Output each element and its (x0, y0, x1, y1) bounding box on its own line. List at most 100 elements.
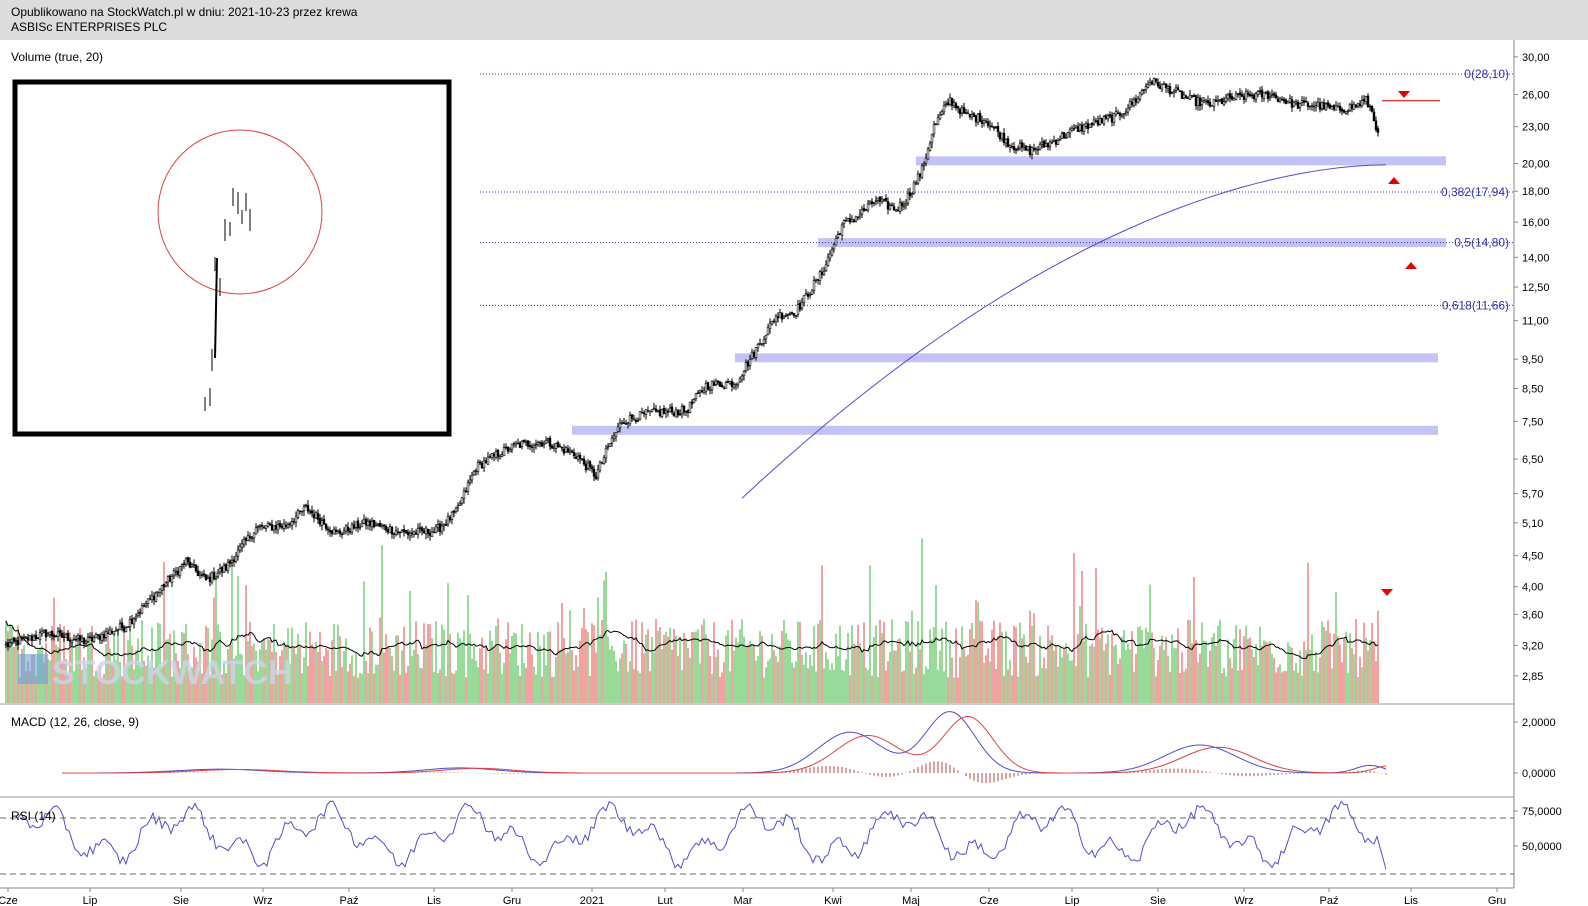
candle-body (602, 457, 606, 464)
candle-body (616, 426, 620, 432)
x-tick-label: Wrz (253, 895, 272, 906)
volume-bar (841, 669, 843, 703)
candle-body (614, 432, 618, 438)
volume-bar (815, 671, 817, 703)
volume-bar (293, 646, 295, 703)
x-tick-label: Paź (1320, 895, 1339, 906)
candle-body (694, 393, 698, 399)
volume-bar (865, 667, 867, 703)
volume-bar (165, 639, 167, 703)
candle-body (420, 527, 424, 532)
candle-body (1084, 122, 1088, 127)
volume-bar (1183, 671, 1185, 703)
candle-body (1064, 137, 1068, 139)
candle-body (1206, 100, 1210, 104)
candle-body (488, 456, 492, 458)
y-tick-label: 20,00 (1522, 158, 1550, 170)
candle-body (1168, 86, 1172, 95)
candle-body (158, 588, 162, 593)
volume-bar (611, 645, 613, 703)
candle-body (1018, 142, 1022, 149)
candle-body (508, 449, 512, 453)
candle-body (542, 442, 546, 445)
candle-body (766, 327, 770, 335)
candle-body (804, 293, 808, 296)
volume-bar (1337, 636, 1339, 703)
volume-bar (881, 632, 883, 703)
candle-body (1052, 140, 1056, 142)
volume-bar (57, 647, 59, 703)
volume-bar (629, 661, 631, 703)
candle-body (368, 520, 372, 526)
volume-bar (1071, 660, 1073, 703)
volume-bar (709, 656, 711, 703)
volume-bar (1225, 676, 1227, 703)
candle-body (1170, 91, 1174, 94)
candle-body (122, 627, 126, 632)
candle-body (320, 520, 324, 526)
volume-bar (1189, 620, 1191, 703)
volume-bar (51, 625, 53, 703)
candle-body (1094, 120, 1098, 123)
candle-body (322, 518, 326, 525)
volume-bar (1325, 631, 1327, 703)
candle-body (344, 525, 348, 532)
volume-bar (927, 668, 929, 703)
candle-body (938, 114, 942, 120)
volume-bar (455, 670, 457, 703)
candle-body (824, 264, 828, 271)
volume-bar (923, 674, 925, 703)
volume-bar (1187, 619, 1189, 703)
volume-bar (529, 632, 531, 703)
candle-body (188, 561, 192, 568)
candle-body (1258, 90, 1262, 92)
volume-bar (1301, 675, 1303, 703)
volume-bar (151, 627, 153, 703)
candle-body (1320, 102, 1324, 109)
candle-body (414, 532, 418, 535)
candle-body (974, 115, 978, 123)
candle-body (822, 271, 826, 275)
candle-body (304, 504, 308, 507)
candle-body (18, 637, 22, 645)
candle-body (518, 442, 522, 448)
y-tick-label: 3,60 (1522, 609, 1543, 621)
volume-bar (109, 648, 111, 703)
candle-body (1300, 100, 1304, 103)
volume-bar (931, 639, 933, 703)
volume-bar (385, 633, 387, 703)
candle-body (62, 636, 66, 638)
x-tick-label: Sie (1150, 895, 1166, 906)
volume-bar (623, 640, 625, 703)
volume-bar (5, 620, 7, 703)
volume-bar (1105, 643, 1107, 703)
candle-body (656, 410, 660, 412)
volume-bar (379, 617, 381, 703)
candle-body (52, 634, 56, 638)
volume-bar (1055, 645, 1057, 703)
volume-bar (1357, 676, 1359, 703)
candle-body (310, 510, 314, 514)
volume-bar (93, 675, 95, 703)
volume-bar (1339, 644, 1341, 703)
volume-bar (833, 669, 835, 703)
volume-bar (679, 636, 681, 703)
candle-body (662, 407, 666, 414)
volume-bar (101, 677, 103, 703)
volume-bar (849, 675, 851, 703)
volume-bar (1101, 627, 1103, 703)
volume-bar (427, 623, 429, 703)
candle-body (96, 634, 100, 636)
volume-bar (319, 632, 321, 703)
volume-bar (851, 625, 853, 703)
candle-body (580, 458, 584, 460)
volume-bar (1281, 672, 1283, 703)
volume-bar (739, 629, 741, 703)
volume-bar (1285, 671, 1287, 703)
candle-body (1146, 83, 1150, 88)
volume-bar (635, 619, 637, 703)
volume-bar (1077, 634, 1079, 703)
volume-bar (225, 672, 227, 703)
candle-body (1000, 132, 1004, 140)
volume-bar (133, 669, 135, 703)
